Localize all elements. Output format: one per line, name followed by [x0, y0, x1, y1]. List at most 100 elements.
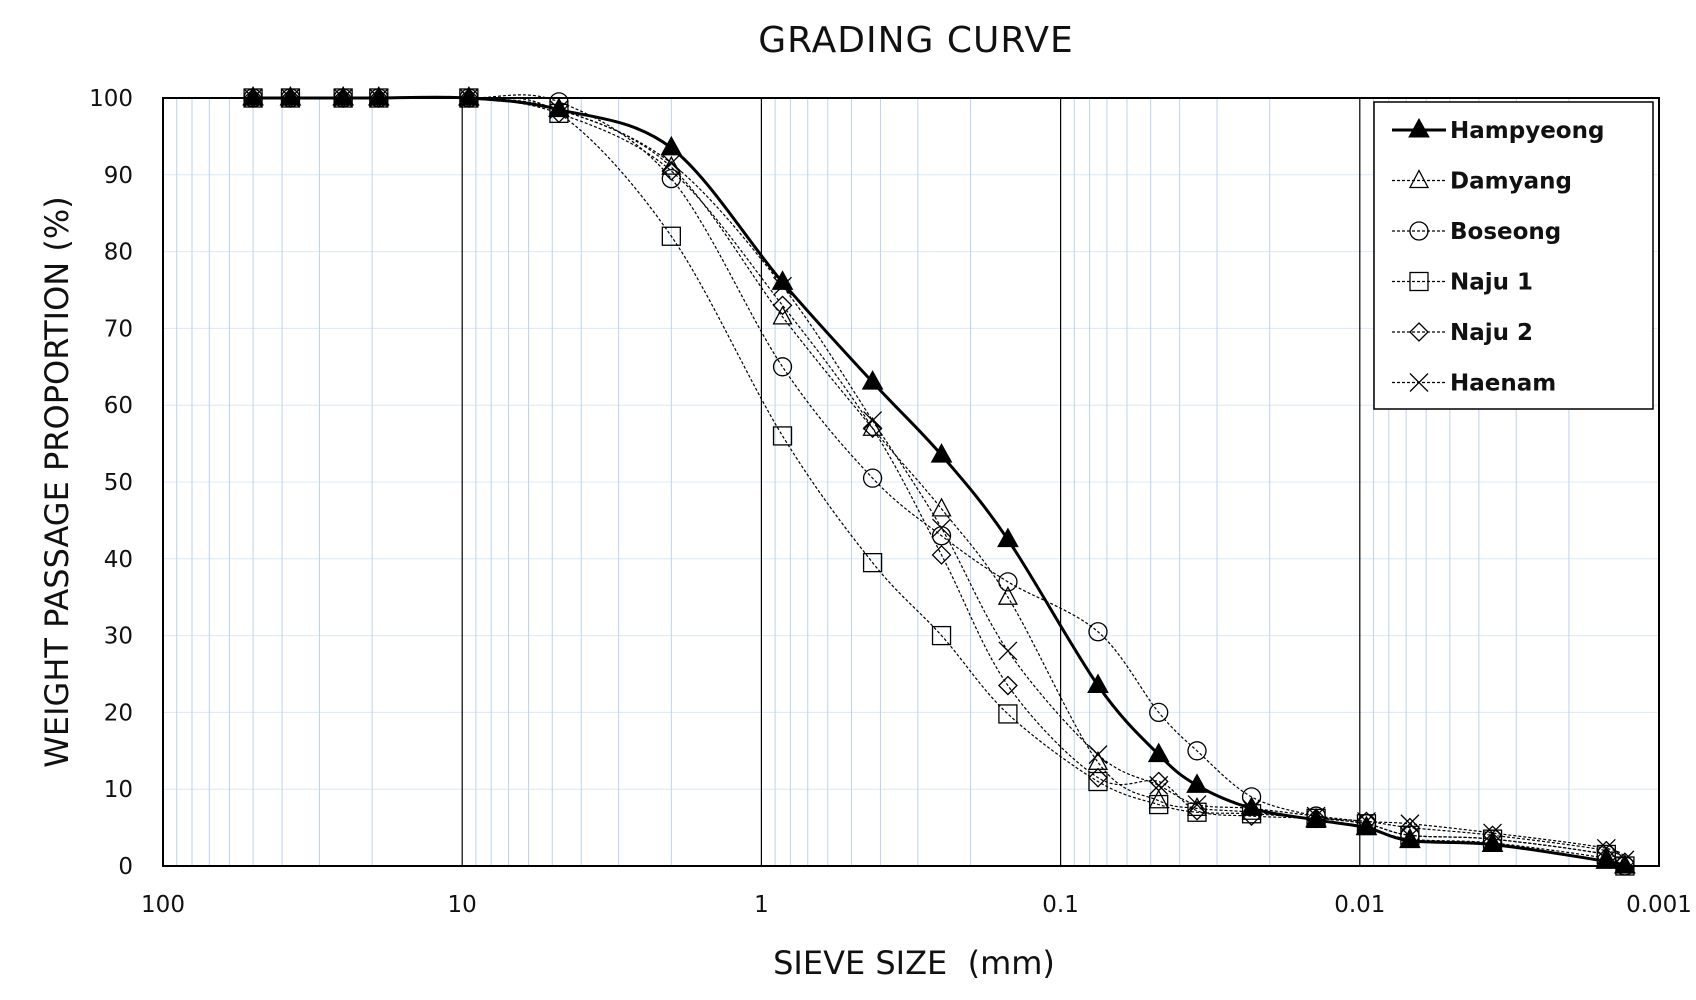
- legend-item-damyang: Damyang: [1392, 169, 1572, 195]
- data-point-hampyeong: [1481, 832, 1504, 852]
- data-point-damyang: [931, 497, 952, 517]
- legend-label-naju-2: Naju 2: [1450, 320, 1533, 346]
- legend-marker-boseong: [1409, 221, 1429, 241]
- y-axis-title: WEIGHT PASSAGE PROPORTION (%): [38, 196, 76, 768]
- data-point-hampyeong: [660, 135, 683, 156]
- data-point-hampyeong: [1305, 807, 1327, 828]
- data-point-boseong: [998, 572, 1018, 592]
- legend-marker-naju-2: [1409, 322, 1429, 342]
- y-tick-label: 20: [104, 700, 133, 726]
- data-point-naju-1: [1187, 802, 1207, 822]
- data-point-naju-1: [1088, 771, 1108, 792]
- data-point-hampyeong: [1595, 849, 1618, 869]
- plot-area-frame: [162, 97, 1660, 867]
- data-point-boseong: [772, 357, 793, 377]
- chart-title: GRADING CURVE: [758, 20, 1074, 61]
- data-point-naju-1: [998, 704, 1018, 724]
- data-point-naju-1: [661, 226, 681, 246]
- legend-item-naju-2: Naju 2: [1392, 320, 1533, 346]
- data-point-naju-2: [458, 88, 479, 108]
- data-point-hampyeong: [771, 270, 794, 290]
- legend-item-haenam: Haenam: [1392, 371, 1556, 397]
- data-point-haenam: [998, 641, 1018, 661]
- x-tick-label: 100: [141, 892, 185, 918]
- data-point-naju-2: [1148, 771, 1169, 792]
- legend-marker-damyang: [1408, 169, 1430, 189]
- chart-legend: Hampyeong Damyang Boseong Naju 1 Naju 2 Haena…: [1373, 101, 1654, 410]
- data-point-hampyeong: [332, 85, 354, 106]
- data-point-hampyeong: [1355, 815, 1378, 836]
- data-point-haenam: [1596, 838, 1616, 858]
- data-point-hampyeong: [1147, 742, 1170, 763]
- x-tick-label: 0.01: [1334, 892, 1385, 918]
- data-point-hampyeong: [1186, 773, 1208, 793]
- x-tick-label: 0.1: [1042, 892, 1079, 918]
- x-axis-title: SIEVE SIZE (mm): [773, 944, 1055, 982]
- legend-label-boseong: Boseong: [1450, 219, 1561, 245]
- data-point-hampyeong: [367, 85, 390, 106]
- data-point-boseong: [931, 526, 952, 546]
- data-point-naju-1: [772, 426, 793, 446]
- y-tick-label: 40: [104, 547, 133, 573]
- data-point-naju-2: [333, 88, 354, 108]
- legend-marker-naju-1: [1409, 271, 1429, 292]
- x-tick-label: 1: [754, 892, 769, 918]
- legend-label-hampyeong: Hampyeong: [1450, 118, 1604, 144]
- data-point-hampyeong: [930, 443, 953, 463]
- data-point-hampyeong: [861, 370, 884, 390]
- y-tick-label: 50: [104, 470, 133, 496]
- y-tick-label: 10: [104, 777, 133, 803]
- y-tick-label: 60: [104, 393, 133, 419]
- legend-item-boseong: Boseong: [1392, 219, 1561, 245]
- tick-label-layer: 100 10 1 0.1 0.01 0.001 0 10 20 30 40 50 60 70 80 90 100: [89, 86, 1692, 918]
- data-point-haenam: [1187, 795, 1207, 815]
- data-point-haenam: [1088, 745, 1108, 765]
- legend-marker-hampyeong: [1408, 117, 1430, 138]
- legend-label-naju-1: Naju 1: [1450, 270, 1533, 296]
- legend-marker-haenam: [1409, 373, 1429, 392]
- data-point-naju-2: [280, 88, 301, 108]
- data-point-naju-2: [368, 88, 389, 108]
- data-point-haenam: [932, 518, 951, 538]
- y-tick-label: 100: [89, 86, 133, 112]
- legend-label-damyang: Damyang: [1450, 169, 1572, 195]
- data-point-hampyeong: [1240, 796, 1263, 816]
- data-point-naju-2: [1088, 767, 1108, 788]
- y-tick-label: 80: [104, 240, 133, 266]
- data-point-naju-1: [1149, 794, 1169, 815]
- x-tick-label: 0.001: [1626, 892, 1692, 918]
- data-point-haenam: [1400, 814, 1420, 834]
- legend-item-hampyeong: Hampyeong: [1392, 117, 1604, 144]
- data-point-hampyeong: [1087, 673, 1109, 694]
- data-point-naju-1: [931, 625, 952, 646]
- data-point-hampyeong: [548, 97, 570, 118]
- data-point-haenam: [1149, 775, 1169, 795]
- legend-items: Hampyeong Damyang Boseong Naju 1 Naju 2 Haena…: [1392, 117, 1604, 397]
- data-point-naju-2: [772, 295, 793, 316]
- y-tick-label: 30: [104, 624, 133, 650]
- y-tick-label: 90: [104, 163, 133, 189]
- x-tick-label: 10: [448, 892, 477, 918]
- legend-label-haenam: Haenam: [1450, 371, 1556, 397]
- data-point-naju-2: [931, 545, 952, 565]
- data-point-boseong: [1187, 741, 1207, 761]
- legend-box: [1373, 101, 1654, 410]
- data-point-damyang: [997, 585, 1018, 605]
- legend-item-naju-1: Naju 1: [1392, 270, 1533, 296]
- data-point-naju-2: [243, 88, 263, 108]
- data-point-damyang: [772, 305, 793, 325]
- data-point-boseong: [862, 468, 883, 488]
- data-point-boseong: [1149, 702, 1169, 723]
- data-point-hampyeong: [279, 85, 302, 106]
- data-point-naju-2: [862, 418, 883, 439]
- y-tick-label: 0: [118, 854, 133, 880]
- data-point-naju-2: [997, 675, 1018, 696]
- data-point-haenam: [863, 411, 883, 431]
- data-point-hampyeong: [1399, 828, 1421, 849]
- data-point-boseong: [1088, 622, 1108, 642]
- data-point-naju-1: [862, 552, 883, 573]
- data-point-hampyeong: [242, 85, 264, 106]
- data-point-damyang: [1148, 789, 1169, 809]
